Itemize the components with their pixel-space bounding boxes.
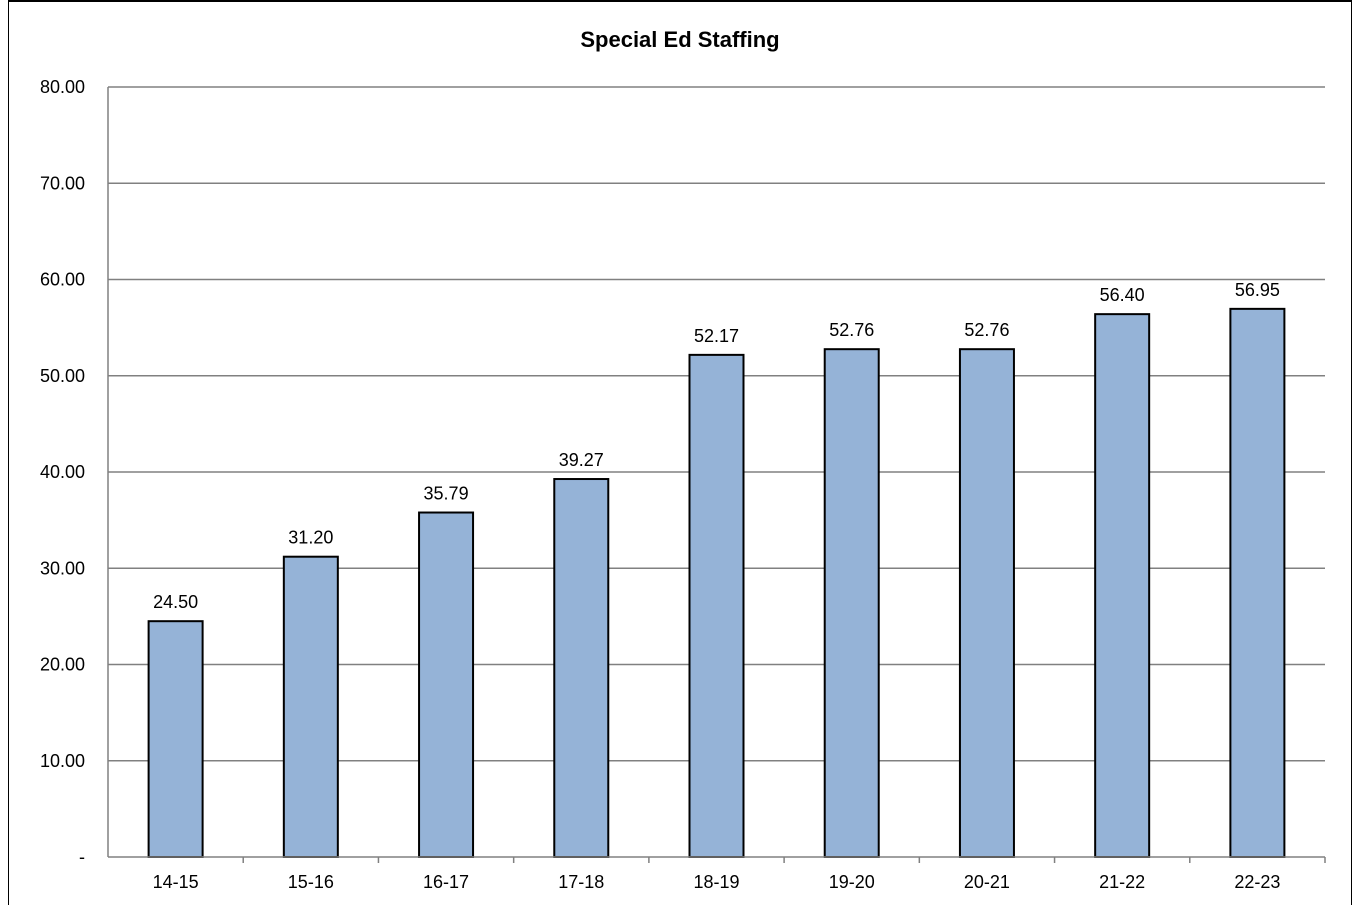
data-label: 56.95 (1235, 280, 1280, 300)
y-tick-label: 70.00 (40, 173, 85, 193)
x-tick-label: 16-17 (423, 872, 469, 892)
y-tick-label: 10.00 (40, 751, 85, 771)
x-tick-label: 19-20 (829, 872, 875, 892)
y-tick-label: 60.00 (40, 270, 85, 290)
bar (958, 348, 1015, 858)
x-tick-label: 14-15 (153, 872, 199, 892)
y-tick-label: - (79, 847, 85, 867)
chart-frame (8, 0, 1352, 905)
bars (147, 307, 1286, 858)
x-tick-label: 20-21 (964, 872, 1010, 892)
y-tick-label: 80.00 (40, 77, 85, 97)
bar (823, 348, 880, 858)
data-label: 52.17 (694, 326, 739, 346)
y-tick-label: 30.00 (40, 558, 85, 578)
bar (688, 353, 745, 858)
data-label: 24.50 (153, 592, 198, 612)
data-label: 52.76 (964, 320, 1009, 340)
bar (553, 478, 610, 858)
bar (147, 620, 204, 858)
x-tick-label: 22-23 (1234, 872, 1280, 892)
data-label: 56.40 (1100, 285, 1145, 305)
bar (418, 511, 475, 858)
data-labels: 24.50 31.20 35.79 39.27 52.17 52.76 52.76 56.40… (153, 280, 1280, 612)
bar (1094, 313, 1151, 858)
chart-title: Special Ed Staffing (580, 27, 779, 52)
x-tick-label: 18-19 (693, 872, 739, 892)
x-tick-label: 21-22 (1099, 872, 1145, 892)
data-label: 39.27 (559, 450, 604, 470)
data-label: 35.79 (424, 484, 469, 504)
bar (1229, 307, 1286, 858)
y-tick-label: 40.00 (40, 462, 85, 482)
x-tick-label: 17-18 (558, 872, 604, 892)
bar (282, 555, 339, 858)
x-tick-label: 15-16 (288, 872, 334, 892)
data-label: 31.20 (288, 528, 333, 548)
y-tick-label: 20.00 (40, 655, 85, 675)
x-axis: 14-15 15-16 16-17 17-18 18-19 19-20 20-21 21-22… (108, 856, 1326, 892)
y-axis: - 10.00 20.00 30.00 40.00 50.00 60.00 70.00 80.0… (40, 77, 109, 867)
y-tick-label: 50.00 (40, 366, 85, 386)
data-label: 52.76 (829, 320, 874, 340)
